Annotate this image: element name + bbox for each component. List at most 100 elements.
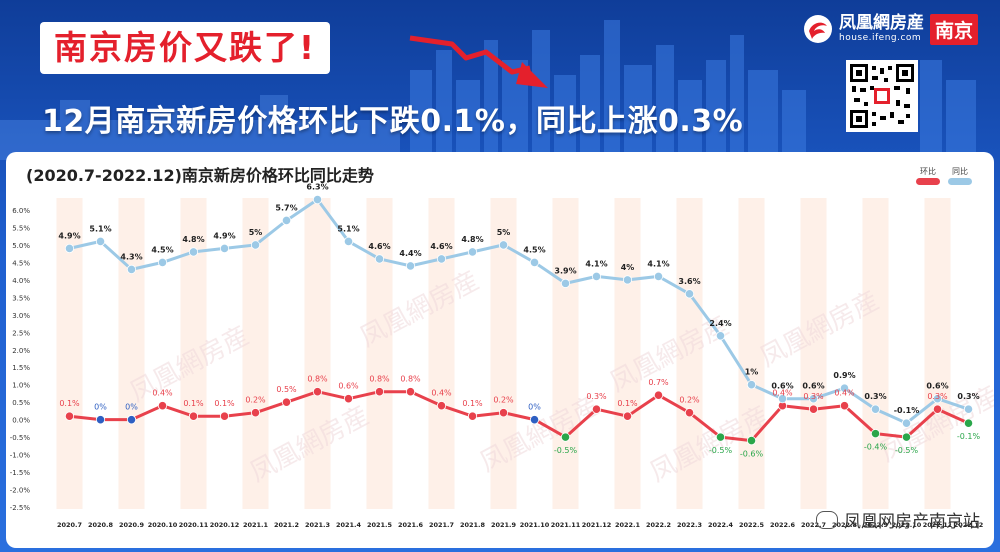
yoy-point <box>622 275 633 285</box>
y-tick-label: 5.5% <box>12 224 30 232</box>
chart-title: (2020.7-2022.12)南京新房价格环比同比走势 <box>26 166 374 185</box>
legend-item-mom: 环比 <box>916 166 940 185</box>
x-tick-label: 2020.10 <box>148 521 178 529</box>
yoy-data-label: 4.6% <box>430 242 452 251</box>
down-arrow-icon <box>409 35 548 88</box>
mom-point <box>591 404 602 414</box>
column-band <box>242 198 269 509</box>
column-band <box>800 198 827 509</box>
mom-point <box>498 408 509 418</box>
y-tick-label: 0.0% <box>12 417 30 425</box>
yoy-data-label: 0.6% <box>926 382 948 391</box>
yoy-point <box>870 404 881 414</box>
mom-data-label: -0.6% <box>740 450 764 459</box>
y-tick-label: -0.5% <box>10 434 31 442</box>
mom-data-label: 0.8% <box>400 375 421 384</box>
mom-point <box>839 401 850 411</box>
brand-city-badge: 南京 <box>929 13 978 45</box>
column-band <box>676 198 703 509</box>
yoy-point <box>591 271 602 281</box>
x-tick-label: 2022.12 <box>954 521 984 529</box>
yoy-point <box>64 243 75 254</box>
mom-point <box>622 411 633 421</box>
x-tick-label: 2021.1 <box>243 521 269 529</box>
x-tick-label: 2020.7 <box>57 521 82 529</box>
mom-data-label: -0.5% <box>554 446 578 455</box>
y-tick-label: 2.5% <box>12 329 30 337</box>
mom-data-label: -0.5% <box>895 446 919 455</box>
yoy-point <box>467 247 478 257</box>
yoy-point <box>808 394 819 404</box>
mom-point <box>467 411 478 421</box>
x-tick-label: 2022.8 <box>832 521 858 529</box>
yoy-point <box>95 236 106 247</box>
mom-data-label: 0.8% <box>307 375 328 384</box>
mom-data-label: 0.2% <box>679 396 700 405</box>
mom-point <box>95 415 106 425</box>
mom-point <box>405 387 416 397</box>
mom-point <box>684 408 695 418</box>
mom-data-label: 0.6% <box>338 382 359 391</box>
mom-point <box>901 432 912 442</box>
mom-data-label: 0.1% <box>214 399 235 408</box>
mom-data-label: 0.1% <box>183 399 204 408</box>
x-tick-label: 2022.9 <box>863 521 889 529</box>
wechat-icon <box>816 510 838 529</box>
y-tick-label: -2.0% <box>10 487 31 495</box>
x-tick-label: 2022.1 <box>615 521 641 529</box>
watermark-text: 凤凰网房产南京站 <box>844 512 980 532</box>
yoy-data-label: 4.9% <box>58 231 80 240</box>
mom-data-label: 0.4% <box>152 389 173 398</box>
x-tick-label: 2021.4 <box>336 521 362 529</box>
yoy-data-label: 4.8% <box>182 235 204 244</box>
y-tick-label: 4.0% <box>12 277 30 285</box>
column-band <box>862 198 889 509</box>
yoy-data-label: 4.5% <box>151 245 173 254</box>
yoy-data-label: 4.1% <box>647 259 669 268</box>
y-tick-label: 5.0% <box>12 242 30 250</box>
mom-point <box>312 387 323 397</box>
x-tick-label: 2021.7 <box>429 521 454 529</box>
x-tick-label: 2022.4 <box>708 521 734 529</box>
legend-swatch-yoy <box>948 178 972 185</box>
y-tick-label: -1.5% <box>10 469 31 477</box>
yoy-data-label: 4.4% <box>399 249 421 258</box>
x-tick-label: 2022.7 <box>801 521 826 529</box>
mom-data-label: 0% <box>94 403 107 412</box>
mom-point <box>126 415 137 425</box>
mom-point <box>64 411 75 421</box>
y-tick-label: 4.5% <box>12 259 30 267</box>
yoy-data-label: 6.3% <box>306 183 328 192</box>
yoy-data-label: 0.6% <box>771 382 793 391</box>
yoy-data-label: 5% <box>249 228 263 237</box>
yoy-point <box>405 261 416 271</box>
mom-data-label: 0.4% <box>772 389 793 398</box>
mom-data-label: 0.7% <box>648 378 669 387</box>
mom-data-label: 0.2% <box>245 396 266 405</box>
column-band <box>924 198 951 509</box>
yoy-point <box>374 254 385 264</box>
yoy-data-label: 4.3% <box>120 252 142 261</box>
yoy-data-label: 4.8% <box>461 235 483 244</box>
x-tick-label: 2021.2 <box>274 521 299 529</box>
yoy-point <box>343 236 354 247</box>
legend-item-yoy: 同比 <box>948 166 972 185</box>
column-band <box>304 198 331 509</box>
yoy-data-label: 0.3% <box>864 392 886 401</box>
yoy-point <box>188 247 199 257</box>
yoy-data-label: 0.6% <box>802 382 824 391</box>
x-tick-label: 2022.2 <box>646 521 671 529</box>
brand-url: house.ifeng.com <box>838 33 922 43</box>
yoy-data-label: -0.1% <box>894 406 920 415</box>
mom-point <box>529 415 540 425</box>
mom-point <box>653 390 664 400</box>
x-tick-label: 2022.6 <box>770 521 796 529</box>
subtitle: 12月南京新房价格环比下跌0.1%，同比上涨0.3% <box>42 104 744 139</box>
mom-data-label: 0% <box>528 403 541 412</box>
mom-data-label: 0.3% <box>927 392 948 401</box>
yoy-point <box>498 240 509 250</box>
yoy-point <box>126 264 137 275</box>
column-band <box>428 198 455 509</box>
column-band <box>366 198 393 509</box>
y-tick-label: 0.5% <box>12 399 30 407</box>
